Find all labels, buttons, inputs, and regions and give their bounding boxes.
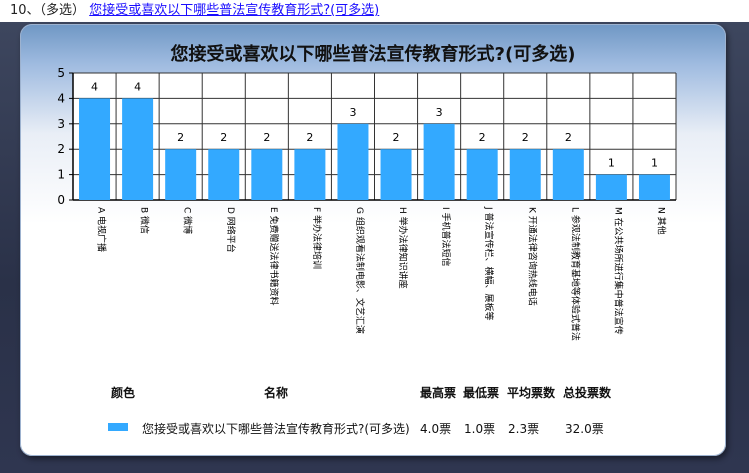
bar bbox=[380, 149, 412, 200]
legend-avg-value: 2.3票 bbox=[508, 422, 540, 436]
data-label: 1 bbox=[608, 157, 615, 170]
legend-header-max: 最高票 bbox=[420, 386, 457, 400]
category-label: C 微博 bbox=[182, 207, 194, 234]
category-label: N 其他 bbox=[655, 207, 667, 235]
legend-total-value: 32.0票 bbox=[565, 422, 604, 436]
question-number: 10、 bbox=[10, 3, 40, 18]
y-tick-label: 3 bbox=[57, 117, 65, 131]
chart-title: 您接受或喜欢以下哪些普法宣传教育形式?(可多选) bbox=[170, 44, 576, 65]
bar bbox=[595, 174, 627, 200]
bar bbox=[466, 149, 498, 200]
legend-min-value: 1.0票 bbox=[464, 422, 496, 436]
data-label: 4 bbox=[91, 80, 98, 93]
data-label: 3 bbox=[436, 106, 443, 119]
data-label: 3 bbox=[349, 106, 356, 119]
category-label: D 网络平台 bbox=[225, 207, 237, 253]
bar bbox=[251, 149, 283, 200]
bar bbox=[79, 98, 111, 200]
data-label: 2 bbox=[220, 131, 227, 144]
data-label: 2 bbox=[177, 131, 184, 144]
data-label: 4 bbox=[134, 80, 141, 93]
question-header: 10、（多选） 您接受或喜欢以下哪些普法宣传教育形式?(可多选) bbox=[0, 0, 749, 22]
bar bbox=[294, 149, 326, 200]
y-tick-label: 5 bbox=[57, 66, 65, 80]
bar bbox=[423, 123, 455, 200]
question-link[interactable]: 您接受或喜欢以下哪些普法宣传教育形式?(可多选) bbox=[89, 3, 380, 18]
category-label: M 在公共场所进行集中普法宣传 bbox=[612, 207, 624, 335]
bar bbox=[122, 98, 154, 200]
bar bbox=[552, 149, 584, 200]
legend-header-total: 总投票数 bbox=[563, 386, 612, 400]
question-type: （多选） bbox=[39, 3, 86, 18]
data-label: 2 bbox=[306, 131, 313, 144]
category-label: H 举办法律知识讲座 bbox=[397, 207, 409, 289]
bar bbox=[638, 174, 670, 200]
category-label: E 免费赠送法律书籍资料 bbox=[268, 207, 280, 306]
y-tick-label: 2 bbox=[57, 142, 65, 156]
category-label: K 开通法律咨询热线电话 bbox=[526, 207, 538, 306]
data-label: 1 bbox=[651, 157, 658, 170]
legend-swatch bbox=[108, 423, 128, 431]
data-label: 2 bbox=[565, 131, 572, 144]
data-label: 2 bbox=[479, 131, 486, 144]
category-label: B 微信 bbox=[139, 207, 151, 234]
y-tick-label: 0 bbox=[57, 193, 65, 207]
category-label: L 参观法制教育基地等体验式普法 bbox=[569, 207, 581, 341]
legend-max-value: 4.0票 bbox=[420, 422, 452, 436]
bar bbox=[208, 149, 240, 200]
data-label: 2 bbox=[393, 131, 400, 144]
category-label: A 电视广播 bbox=[96, 207, 108, 252]
category-label: J 普法宣传栏、横幅、展板等 bbox=[483, 206, 495, 321]
legend-series-name: 您接受或喜欢以下哪些普法宣传教育形式?(可多选) bbox=[142, 422, 410, 436]
y-tick-label: 4 bbox=[57, 91, 65, 105]
legend-header-color: 颜色 bbox=[111, 386, 136, 400]
bar bbox=[337, 123, 369, 200]
category-label: I 手机普法短信 bbox=[440, 207, 452, 267]
category-label: G 组织观看法制电影、文艺汇演 bbox=[354, 207, 366, 334]
bar bbox=[509, 149, 541, 200]
legend-header-min: 最低票 bbox=[463, 386, 500, 400]
bar bbox=[165, 149, 197, 200]
data-label: 2 bbox=[522, 131, 529, 144]
legend-header-name: 名称 bbox=[264, 386, 289, 400]
data-label: 2 bbox=[263, 131, 270, 144]
y-tick-label: 1 bbox=[57, 168, 65, 182]
category-label: F 举办法律培训 bbox=[311, 207, 323, 269]
legend-header-avg: 平均票数 bbox=[507, 386, 556, 400]
